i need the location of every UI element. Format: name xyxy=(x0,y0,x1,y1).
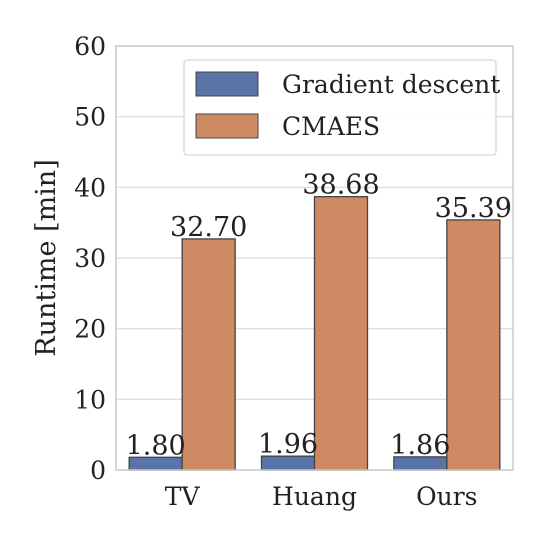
data-label-gradient-descent-ours: 1.86 xyxy=(390,430,450,461)
x-tick-label-huang: Huang xyxy=(272,482,357,511)
y-tick-label-50: 50 xyxy=(74,103,106,132)
legend-label-gradient-descent: Gradient descent xyxy=(282,70,500,99)
y-tick-label-20: 20 xyxy=(74,315,106,344)
bar-cmaes-ours xyxy=(446,219,501,471)
data-label-cmaes-tv: 32.70 xyxy=(170,212,247,243)
bar-cmaes-tv xyxy=(181,238,236,471)
x-tick-label-tv: TV xyxy=(165,482,201,511)
y-tick-labels: 0 10 20 30 40 50 60 xyxy=(74,32,106,485)
legend: Gradient descent CMAES xyxy=(183,59,500,156)
x-tick-labels: TV Huang Ours xyxy=(165,482,478,511)
bars xyxy=(128,196,501,471)
data-label-cmaes-ours: 35.39 xyxy=(435,193,512,224)
y-tick-label-60: 60 xyxy=(74,32,106,61)
data-label-cmaes-huang: 38.68 xyxy=(302,170,379,201)
y-tick-label-30: 30 xyxy=(74,244,106,273)
data-label-gradient-descent-tv: 1.80 xyxy=(126,430,186,461)
bar-cmaes-huang xyxy=(313,196,369,471)
legend-box xyxy=(183,59,497,156)
y-tick-label-40: 40 xyxy=(74,173,106,202)
data-labels: 1.80 32.70 1.96 38.68 1.86 35.39 xyxy=(126,170,512,462)
plot-frame xyxy=(115,45,514,471)
legend-swatch-gradient-descent xyxy=(195,71,259,97)
data-label-gradient-descent-huang: 1.96 xyxy=(258,429,318,460)
y-tick-label-10: 10 xyxy=(74,385,106,414)
y-axis-label: Runtime [min] xyxy=(31,159,62,356)
legend-swatch-cmaes xyxy=(195,113,259,139)
x-tick-label-ours: Ours xyxy=(416,482,477,511)
y-tick-label-0: 0 xyxy=(90,456,106,485)
legend-label-cmaes: CMAES xyxy=(282,112,380,141)
